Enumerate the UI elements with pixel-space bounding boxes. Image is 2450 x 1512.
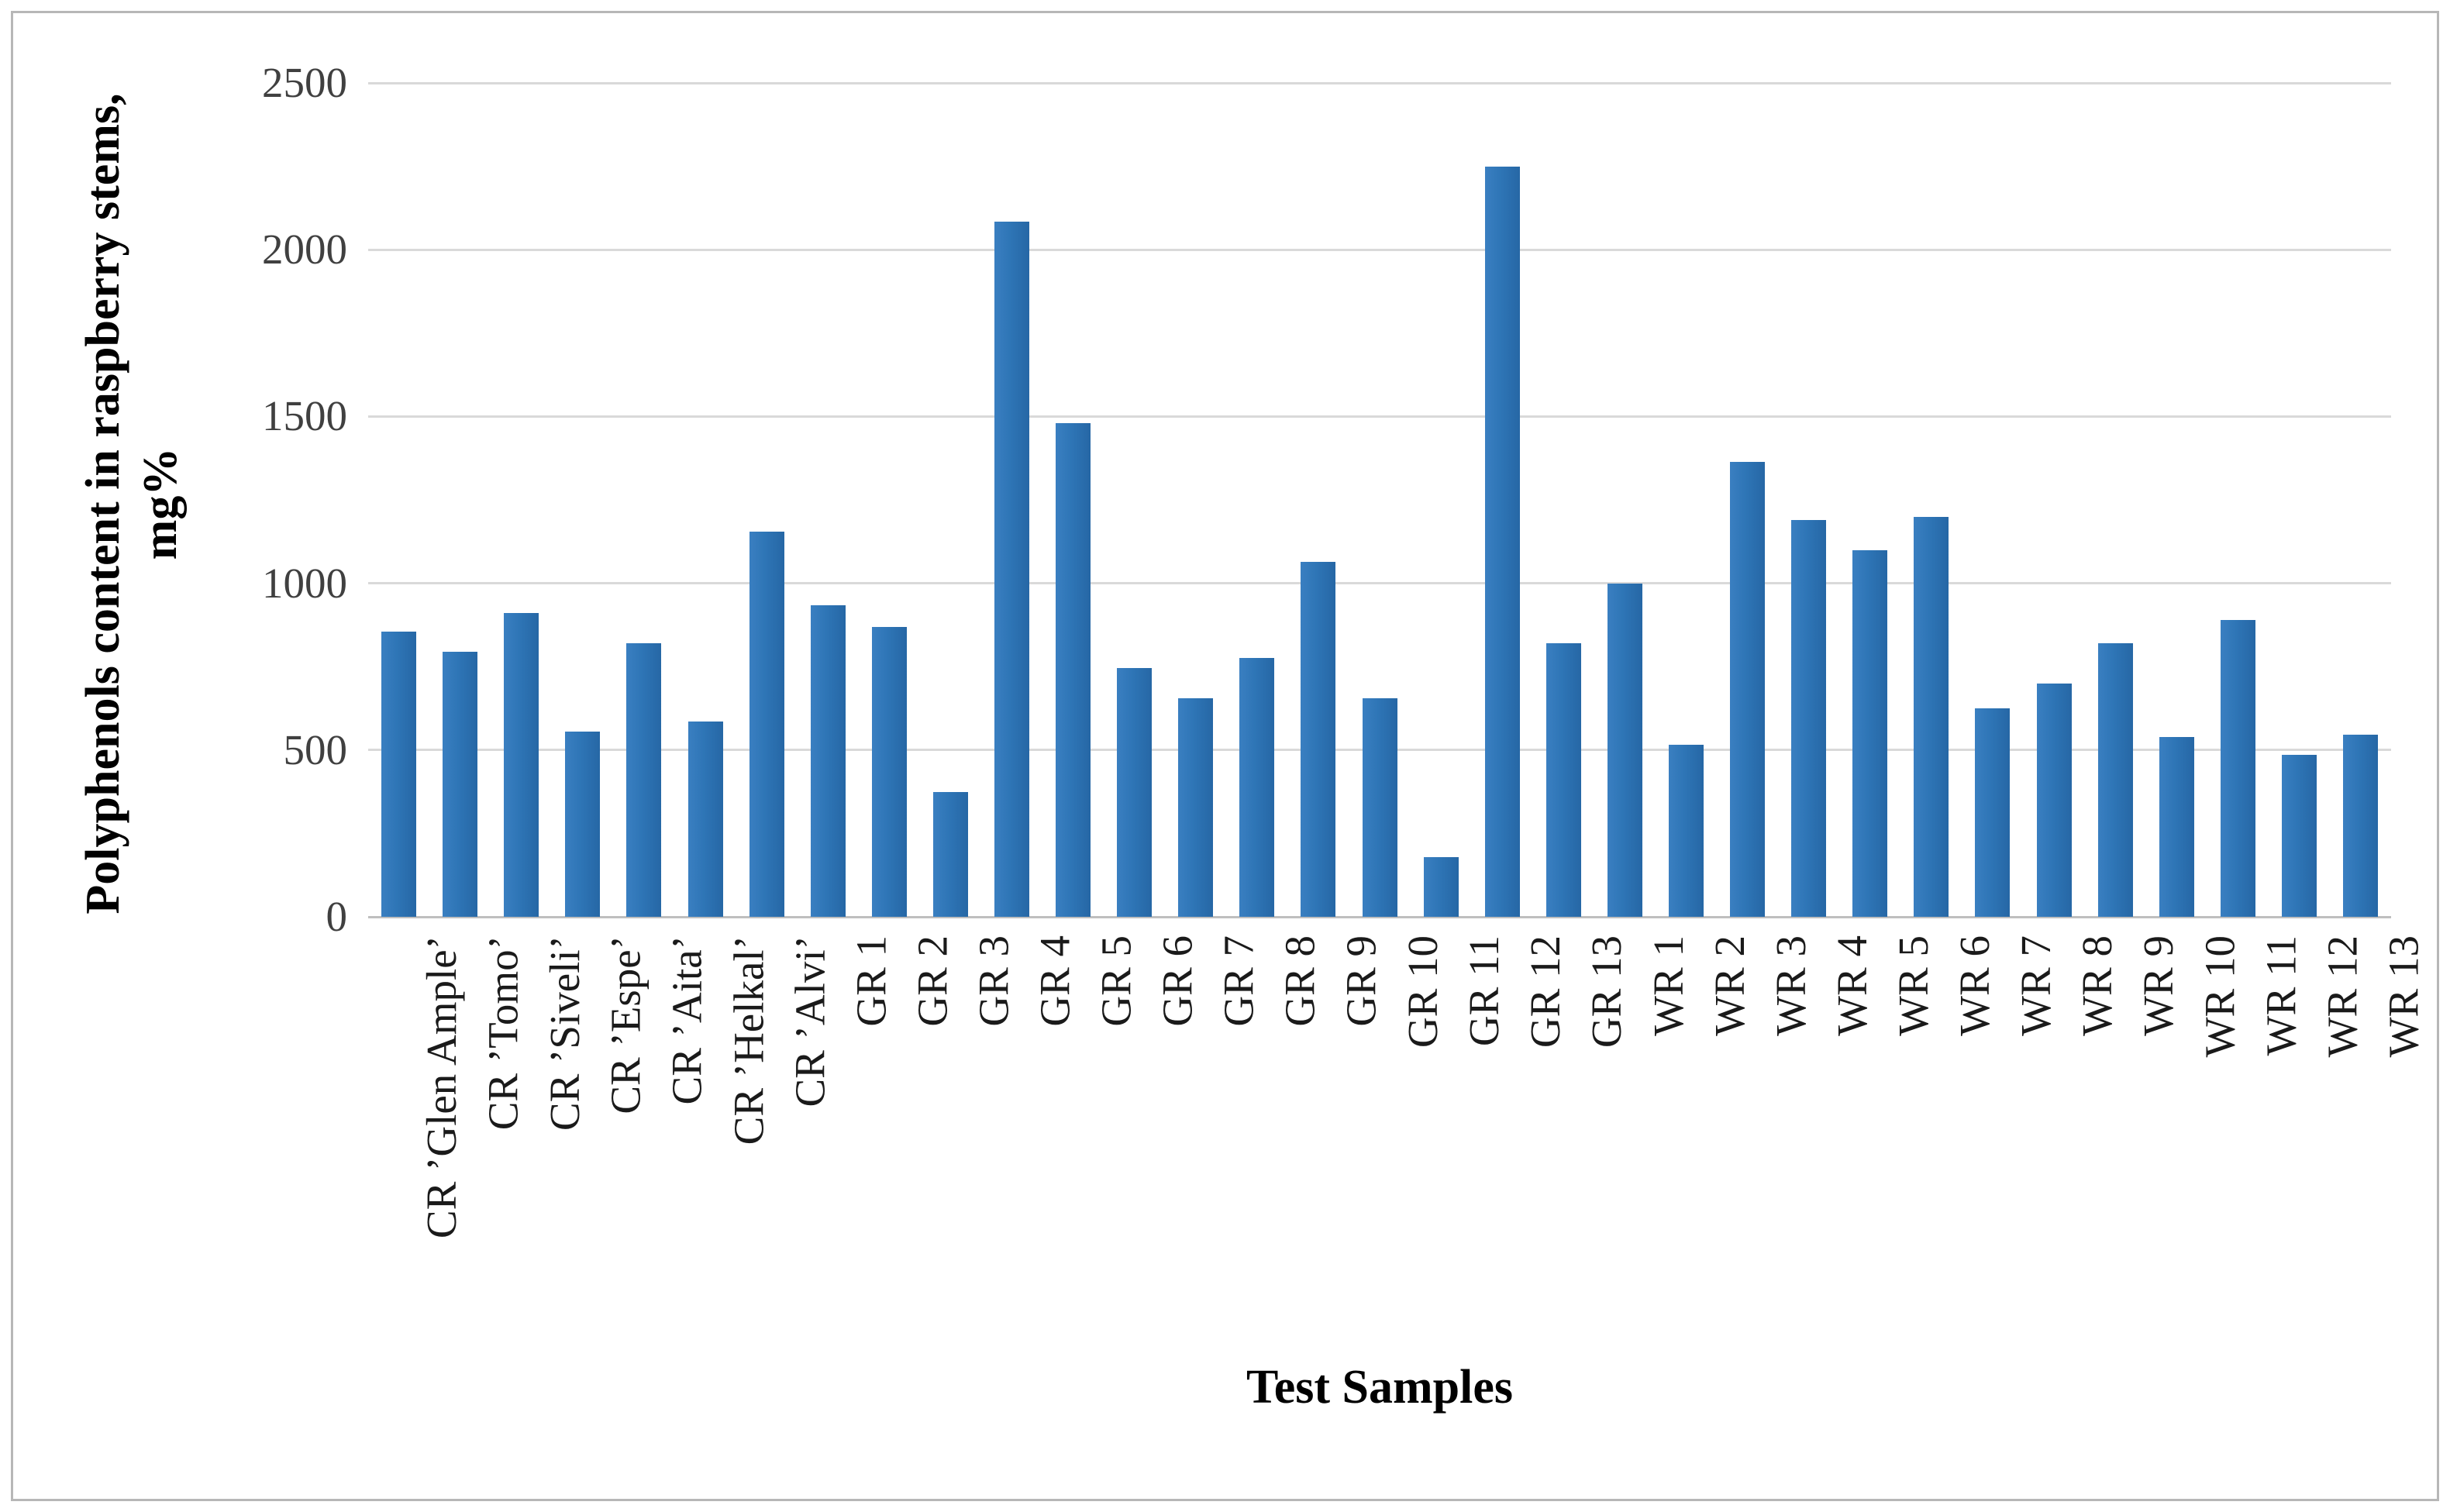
x-category-label: WR 3	[1766, 935, 1814, 1036]
bar	[1423, 857, 1459, 917]
x-category-label: GR 3	[970, 935, 1018, 1027]
bar	[443, 652, 478, 917]
gridline-1000	[368, 582, 2391, 585]
x-category-label: GR 13	[1583, 935, 1631, 1049]
y-axis-title-line2: mg%	[134, 447, 187, 560]
plot-area	[368, 81, 2391, 918]
y-tick-label-1500: 1500	[262, 392, 347, 440]
bar	[1975, 708, 2011, 917]
x-category-label: GR 5	[1092, 935, 1140, 1027]
bar	[1668, 745, 1704, 917]
bar	[1239, 658, 1275, 917]
x-category-label: WR 1	[1644, 935, 1692, 1036]
bar	[932, 792, 968, 917]
gridline-2500	[368, 81, 2391, 84]
x-category-label: WR 9	[2135, 935, 2183, 1036]
bar	[565, 732, 601, 917]
gridline-2000	[368, 248, 2391, 251]
bar	[504, 613, 539, 917]
x-category-label: CR ’Glen Ample’	[418, 935, 466, 1239]
bar	[1791, 520, 1827, 917]
x-category-label: CR ’Siveli’	[540, 935, 588, 1131]
y-axis-title: Polyphenols content in raspberry stems, …	[74, 93, 189, 914]
bar	[749, 532, 784, 917]
x-category-label: WR 6	[1950, 935, 1998, 1036]
bar	[1484, 167, 1520, 917]
x-category-label: CR ’Espe’	[601, 935, 650, 1114]
x-category-label: CR ’Helkal’	[725, 935, 772, 1145]
bar	[2220, 620, 2255, 917]
x-category-label: GR 10	[1399, 935, 1446, 1049]
y-tick-label-1000: 1000	[262, 559, 347, 607]
y-tick-label-0: 0	[326, 893, 348, 940]
x-category-label: CR ’Alvi’	[786, 935, 834, 1107]
x-category-label: GR 12	[1521, 935, 1570, 1049]
y-axis-title-line1: Polyphenols content in raspberry stems,	[77, 93, 129, 914]
x-category-label: WR 8	[2073, 935, 2121, 1036]
x-category-label: CR ’Tomo’	[479, 935, 527, 1131]
bar	[871, 627, 907, 917]
x-category-label: GR 8	[1276, 935, 1324, 1027]
x-category-label: WR 5	[1889, 935, 1937, 1036]
figure-border	[11, 11, 2439, 1501]
x-category-label: WR 11	[2257, 935, 2305, 1056]
gridline-0	[368, 915, 2391, 918]
x-category-label: WR 10	[2196, 935, 2244, 1058]
bar	[626, 643, 662, 917]
bar	[1362, 698, 1397, 917]
bar	[1607, 584, 1642, 917]
x-category-label: GR 4	[1031, 935, 1079, 1027]
x-category-label: CR ’Aita’	[663, 935, 711, 1105]
x-category-label: WR 13	[2379, 935, 2428, 1058]
x-category-label: WR 2	[1705, 935, 1753, 1036]
x-category-label: GR 1	[847, 935, 895, 1027]
bar	[1056, 423, 1091, 917]
bar	[2281, 755, 2317, 917]
bar	[1914, 517, 1949, 917]
x-category-label: WR 12	[2318, 935, 2366, 1058]
x-category-label: GR 2	[908, 935, 956, 1027]
bar	[1301, 562, 1336, 917]
gridline-1500	[368, 415, 2391, 418]
bar	[1117, 668, 1153, 917]
bar	[381, 632, 417, 917]
x-category-label: GR 11	[1460, 935, 1508, 1047]
x-category-label: GR 9	[1337, 935, 1385, 1027]
x-category-label: WR 4	[1828, 935, 1876, 1036]
x-category-label: GR 6	[1153, 935, 1201, 1027]
bar	[2342, 735, 2378, 917]
bar	[687, 722, 723, 917]
bar	[1852, 550, 1888, 917]
bar	[1178, 698, 1214, 917]
bar	[2036, 684, 2072, 917]
x-category-label: WR 7	[2011, 935, 2059, 1036]
x-axis-title: Test Samples	[1246, 1361, 1513, 1414]
y-tick-label-2000: 2000	[262, 226, 347, 274]
x-category-label: GR 7	[1215, 935, 1263, 1027]
bar	[2159, 737, 2194, 917]
bar	[1730, 462, 1766, 917]
bar	[1545, 643, 1581, 917]
y-tick-label-2500: 2500	[262, 59, 347, 106]
bar	[810, 605, 846, 917]
bar	[2097, 643, 2133, 917]
y-tick-label-500: 500	[283, 725, 348, 773]
bar	[994, 222, 1029, 917]
